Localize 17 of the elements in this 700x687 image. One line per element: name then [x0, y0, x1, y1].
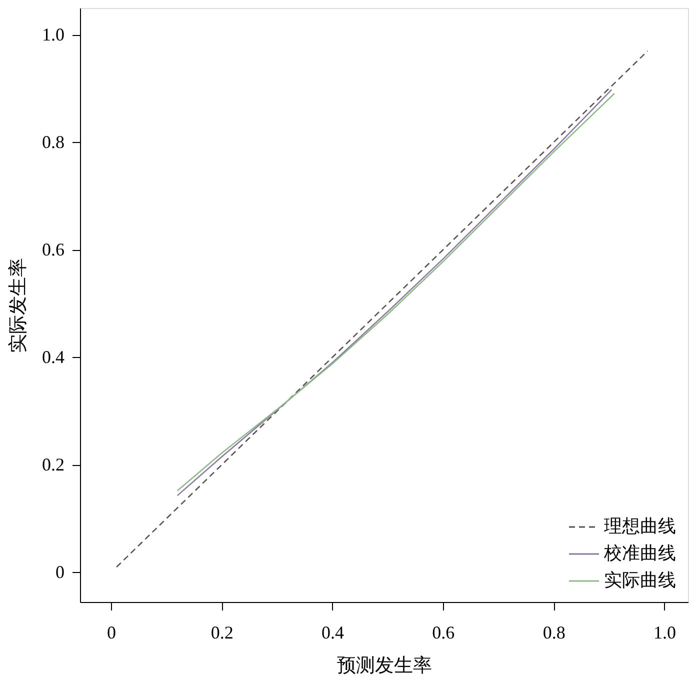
- y-tick-label: 0.8: [42, 132, 64, 152]
- x-tick-label: 0.4: [322, 622, 344, 642]
- y-tick-label: 0.2: [42, 454, 64, 474]
- legend-label: 理想曲线: [604, 516, 676, 536]
- x-axis-title: 预测发生率: [337, 654, 432, 676]
- y-tick-label: 0.6: [42, 239, 64, 260]
- x-tick-label: 0: [106, 622, 116, 642]
- x-tick-label: 0.8: [542, 622, 566, 642]
- y-axis-title: 实际发生率: [7, 258, 29, 353]
- legend-label: 实际曲线: [604, 570, 676, 590]
- y-tick-label: 0.4: [42, 346, 64, 367]
- y-tick-label: 0: [56, 562, 64, 582]
- x-tick-label: 1.0: [653, 622, 676, 642]
- y-tick-label: 1.0: [42, 24, 64, 44]
- legend-label: 校准曲线: [603, 543, 676, 563]
- x-tick-label: 0.2: [210, 622, 234, 642]
- x-tick-label: 0.6: [432, 622, 455, 642]
